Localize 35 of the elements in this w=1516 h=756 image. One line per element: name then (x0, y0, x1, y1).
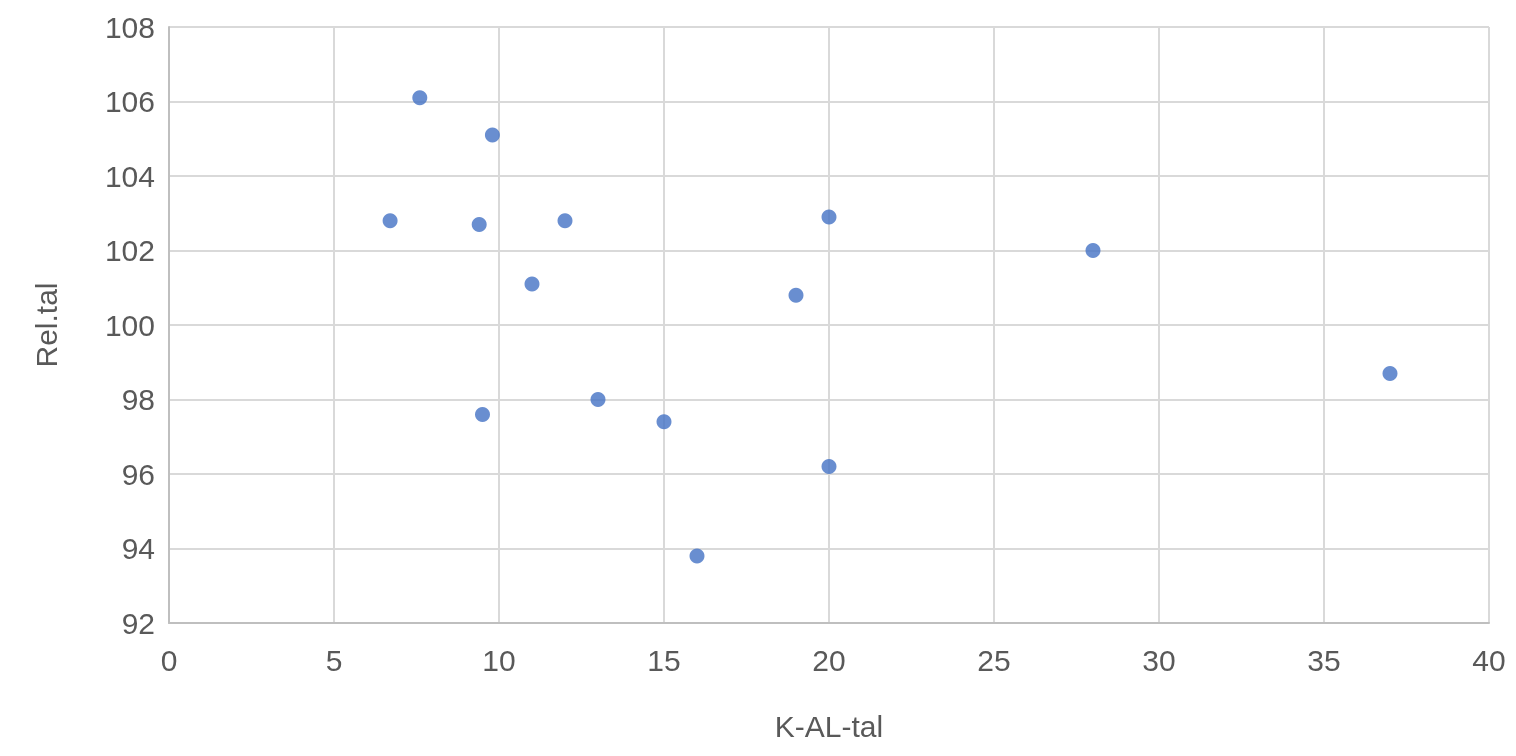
point (557, 213, 573, 229)
x-tick-label: 35 (1307, 643, 1341, 677)
y-tick-label: 98 (121, 383, 155, 416)
x-axis-title: K-AL-tal (774, 709, 884, 743)
x-tick-label: 15 (647, 643, 681, 677)
point (788, 287, 804, 303)
y-tick-label: 94 (121, 532, 155, 565)
point (475, 406, 490, 422)
y-axis-title: Rel.tal (29, 282, 63, 368)
point (471, 216, 487, 232)
point (590, 392, 606, 407)
point (821, 459, 837, 475)
y-tick-label: 96 (121, 457, 155, 491)
point (1382, 365, 1398, 381)
point (656, 414, 672, 430)
point (1085, 243, 1101, 258)
y-tick-label: 100 (104, 308, 155, 342)
point (382, 213, 398, 229)
y-tick-label: 108 (104, 10, 155, 44)
x-tick-label: 40 (1472, 643, 1506, 677)
x-tick-label: 0 (160, 643, 178, 677)
y-tick-label: 102 (104, 234, 155, 267)
y-tick-label: 92 (121, 606, 155, 640)
x-tick-label: 30 (1142, 643, 1176, 677)
point (821, 209, 837, 225)
y-tick-label: 106 (104, 85, 155, 118)
x-tick-label: 20 (812, 643, 846, 677)
x-tick-label: 5 (325, 643, 343, 677)
point (689, 548, 705, 564)
x-tick-label: 10 (482, 643, 516, 677)
point (484, 127, 500, 143)
point (524, 276, 540, 292)
y-tick-label: 104 (104, 159, 155, 193)
x-tick-label: 25 (977, 643, 1011, 677)
point (412, 90, 428, 106)
